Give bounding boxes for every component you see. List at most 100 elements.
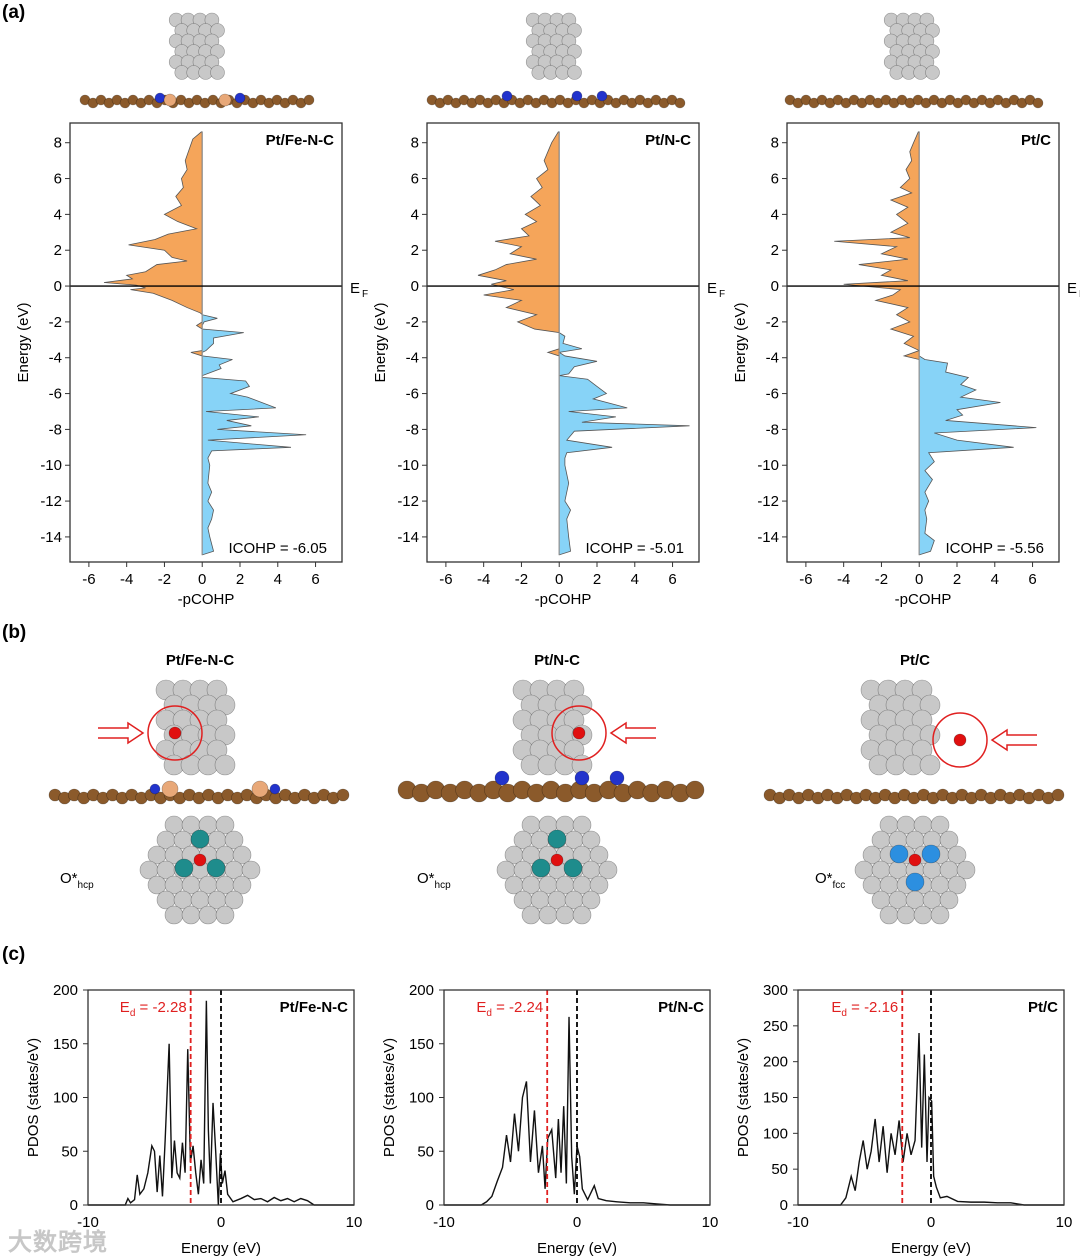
site-atom: [889, 844, 909, 864]
pt-atom-top: [581, 890, 601, 910]
y-tick-label: 100: [763, 1125, 788, 1142]
y-tick-label: 8: [771, 135, 779, 152]
structure-title: Pt/N-C: [534, 652, 580, 669]
chart-title: Pt/Fe-N-C: [280, 999, 348, 1016]
y-tick-label: 50: [771, 1161, 788, 1178]
y-tick-label: 6: [411, 171, 419, 188]
y-tick-label: 8: [54, 135, 62, 152]
plot-frame: [69, 122, 343, 563]
x-tick-label: 10: [346, 1214, 363, 1231]
pdos-chart-1: [439, 989, 711, 1206]
y-tick-label: -6: [766, 386, 779, 403]
n-atom: [154, 92, 166, 104]
fermi-label: E: [350, 280, 360, 297]
pt-atom-top: [232, 845, 252, 865]
y-tick-label: -12: [397, 493, 419, 510]
pt-atom-top: [947, 845, 967, 865]
y-tick-label: -4: [406, 350, 419, 367]
y-tick-label: 4: [771, 206, 779, 223]
arrow-icon: [990, 728, 1037, 752]
y-tick-label: -12: [757, 493, 779, 510]
structure-a-1: [426, 12, 686, 109]
icohp-annotation: ICOHP = -5.56: [945, 540, 1044, 557]
n-atom: [501, 90, 513, 102]
oxygen-atom: [168, 726, 182, 740]
x-axis-label: Energy (eV): [891, 1240, 971, 1257]
pdos-line: [88, 1000, 354, 1206]
chart-title: Pt/C: [1028, 999, 1058, 1016]
pt-atom-top: [947, 875, 967, 895]
x-tick-label: -2: [515, 571, 528, 588]
cohp-chart-0: [65, 122, 343, 567]
x-tick-label: -2: [158, 571, 171, 588]
ed-symbol: E: [120, 999, 130, 1016]
y-axis-label: PDOS (states/eV): [381, 1038, 398, 1157]
site-label-sub: fcc: [833, 880, 846, 891]
pt-atom-top: [555, 905, 575, 925]
arrow-icon: [98, 721, 145, 745]
y-axis-label: Energy (eV): [732, 302, 749, 382]
pt-atom-top: [913, 905, 933, 925]
y-tick-label: -4: [766, 350, 779, 367]
chart-title: Pt/C: [1021, 132, 1051, 149]
structure-title: Pt/Fe-N-C: [166, 652, 234, 669]
y-tick-label: -10: [397, 457, 419, 474]
y-tick-label: 200: [763, 1054, 788, 1071]
x-tick-label: -6: [82, 571, 95, 588]
y-tick-label: 200: [409, 982, 434, 999]
y-tick-label: -10: [40, 457, 62, 474]
y-tick-label: 2: [54, 242, 62, 259]
oxygen-atom: [953, 733, 967, 747]
icohp-annotation: ICOHP = -5.01: [585, 540, 684, 557]
bonding-area: [201, 131, 307, 556]
pt-atom-top: [896, 905, 916, 925]
oxygen-atom: [572, 726, 586, 740]
x-tick-label: 0: [927, 1214, 935, 1231]
carbon-atom: [685, 780, 705, 800]
n-atom: [234, 92, 246, 104]
x-tick-label: -10: [77, 1214, 99, 1231]
y-tick-label: 0: [411, 278, 419, 295]
site-label: O*hcp: [417, 870, 451, 891]
oxygen-atom-top: [550, 853, 564, 867]
y-tick-label: 150: [763, 1090, 788, 1107]
x-tick-label: 4: [991, 571, 999, 588]
y-tick-label: 0: [70, 1197, 78, 1214]
x-tick-label: 6: [1028, 571, 1036, 588]
fe-atom: [218, 93, 232, 107]
x-axis-label: -pCOHP: [895, 591, 952, 608]
x-tick-label: 0: [573, 1214, 581, 1231]
pt-atom-top: [572, 905, 592, 925]
pt-atom-top: [581, 830, 601, 850]
y-tick-label: -14: [40, 529, 62, 546]
fe-atom: [163, 93, 177, 107]
carbon-atom: [1051, 788, 1065, 802]
y-tick-label: 250: [763, 1018, 788, 1035]
pt-atom: [919, 754, 941, 776]
n-atom: [494, 770, 510, 786]
fe-atom: [251, 780, 269, 798]
ed-sub: d: [486, 1008, 492, 1019]
structure-b-0: [48, 679, 350, 925]
x-tick-label: 0: [915, 571, 923, 588]
carbon-atom: [1032, 97, 1044, 109]
site-label-main: O*: [60, 870, 78, 887]
site-atom: [190, 829, 210, 849]
site-label-sub: hcp: [435, 880, 452, 891]
structure-b-2: [763, 679, 1065, 925]
y-tick-label: 2: [411, 242, 419, 259]
y-tick-label: 300: [763, 982, 788, 999]
fermi-label-sub: F: [719, 289, 725, 300]
structure-a-0: [79, 12, 315, 109]
pt-atom-top: [930, 815, 950, 835]
site-label: O*fcc: [815, 870, 845, 891]
fe-atom: [161, 780, 179, 798]
y-tick-label: 6: [771, 171, 779, 188]
carbon-atom: [674, 97, 686, 109]
panel-label-a: (a): [2, 2, 26, 23]
y-axis-label: PDOS (states/eV): [735, 1038, 752, 1157]
pt-atom: [210, 65, 225, 80]
structure-title: Pt/C: [900, 652, 930, 669]
y-tick-label: -10: [757, 457, 779, 474]
pt-atom-top: [521, 905, 541, 925]
